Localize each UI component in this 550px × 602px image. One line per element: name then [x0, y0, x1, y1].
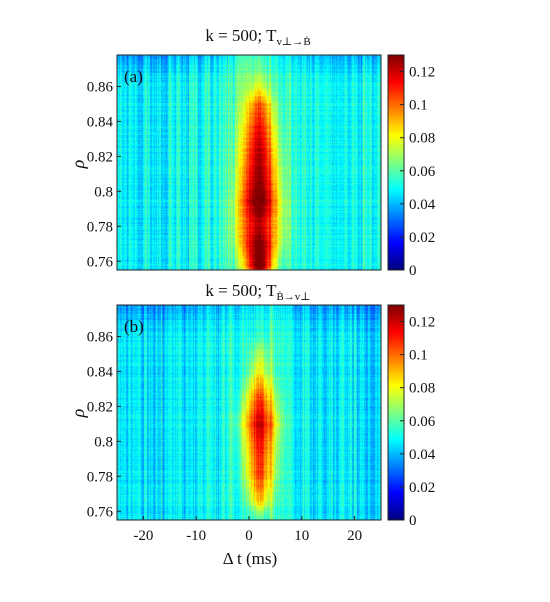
colorbar-tick-label: 0	[409, 513, 417, 529]
panel-a-label: (a)	[124, 67, 143, 86]
x-tick-label: -20	[133, 528, 153, 544]
panel-b-colorbar-frame	[387, 304, 405, 521]
colorbar-tick-label: 0.02	[409, 230, 435, 246]
x-axis-label: Δ t (ms)	[223, 549, 277, 568]
colorbar-tick-label: 0	[409, 263, 417, 279]
colorbar-tick-label: 0.08	[409, 381, 435, 397]
y-tick-label: 0.8	[94, 184, 113, 200]
y-tick-label: 0.86	[87, 79, 114, 95]
colorbar-tick-label: 0.08	[409, 131, 435, 147]
panel-b-colorbar	[388, 305, 404, 520]
colorbar-tick-label: 0.04	[409, 197, 436, 213]
panel-b-title: k = 500; TḂ→v⊥	[205, 281, 310, 303]
y-tick-label: 0.76	[87, 504, 114, 520]
panel-a-colorbar-ticks: 0 0.02 0.04 0.06 0.08 0.1 0.12	[400, 65, 436, 279]
panel-b-heatmap	[117, 305, 381, 520]
panel-a-colorbar	[388, 55, 404, 270]
colorbar-tick-label: 0.06	[409, 164, 436, 180]
panel-a-frame	[116, 54, 382, 271]
y-tick-label: 0.82	[87, 149, 113, 165]
colorbar-tick-label: 0.12	[409, 315, 435, 331]
colorbar-tick-label: 0.12	[409, 65, 435, 81]
colorbar-tick-label: 0.04	[409, 447, 436, 463]
panel-b: k = 500; TḂ→v⊥ (b) 0.760.780.80.820.840.…	[68, 281, 436, 568]
x-tick-label: 0	[245, 528, 253, 544]
panel-b-ylabel: ρ	[68, 408, 88, 418]
y-tick-label: 0.78	[87, 219, 113, 235]
y-tick-label: 0.82	[87, 399, 113, 415]
panel-b-y-ticks: 0.76 0.78 0.8 0.82 0.84 0.86	[87, 329, 121, 520]
y-tick-label: 0.84	[87, 364, 114, 380]
y-tick-label: 0.8	[94, 434, 113, 450]
x-tick-label: 20	[347, 528, 362, 544]
panel-b-colorbar-ticks: 0 0.02 0.04 0.06 0.08 0.1 0.12	[400, 315, 436, 529]
panel-b-x-ticks: -20 -10 0 10 20	[133, 516, 362, 544]
panel-a-heatmap	[117, 55, 381, 270]
y-tick-label: 0.86	[87, 329, 114, 345]
y-tick-label: 0.84	[87, 114, 114, 130]
colorbar-tick-label: 0.1	[409, 98, 428, 114]
panel-a-y-ticks: 0.76 0.78 0.8 0.82 0.84 0.86	[87, 79, 121, 270]
x-tick-label: -10	[186, 528, 206, 544]
panel-a-colorbar-frame	[387, 54, 405, 271]
panel-a-title: k = 500; Tv⊥→Ḃ	[205, 26, 310, 48]
colorbar-tick-label: 0.06	[409, 414, 436, 430]
colorbar-tick-label: 0.02	[409, 480, 435, 496]
x-tick-label: 10	[294, 528, 309, 544]
panel-b-label: (b)	[124, 317, 144, 336]
panel-a-ylabel: ρ	[68, 159, 88, 169]
panel-a: k = 500; Tv⊥→Ḃ (a) 0.760.780.80.820.840.…	[68, 26, 436, 279]
y-tick-label: 0.76	[87, 254, 114, 270]
colorbar-tick-label: 0.1	[409, 348, 428, 364]
y-tick-label: 0.78	[87, 469, 113, 485]
